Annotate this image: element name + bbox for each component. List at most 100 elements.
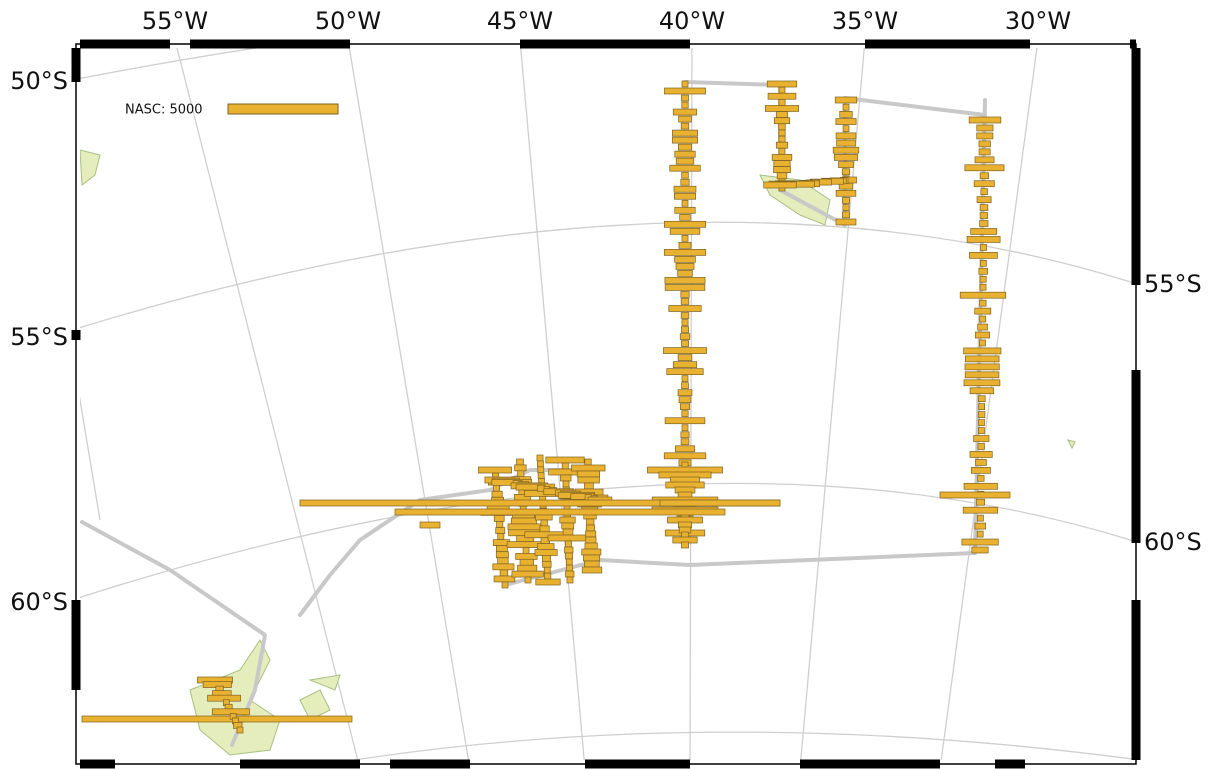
nasc-bar bbox=[841, 168, 851, 176]
nasc-bar bbox=[565, 540, 572, 548]
nasc-bar bbox=[663, 452, 707, 460]
nasc-bar bbox=[515, 553, 538, 560]
nasc-bar bbox=[773, 166, 791, 173]
nasc-bar bbox=[679, 213, 691, 221]
nasc-bar bbox=[978, 419, 985, 426]
parallel bbox=[80, 221, 1132, 329]
nasc-bar bbox=[675, 445, 695, 453]
nasc-bar bbox=[681, 234, 689, 242]
nasc-bar bbox=[585, 524, 595, 532]
meridian bbox=[80, 396, 101, 521]
nasc-bar bbox=[979, 339, 986, 347]
nasc-bar bbox=[961, 538, 999, 546]
lon-label: 45°W bbox=[487, 7, 553, 35]
nasc-bar bbox=[663, 220, 707, 228]
parallel bbox=[80, 482, 1132, 599]
lon-label: 55°W bbox=[142, 7, 208, 35]
nasc-bar bbox=[766, 80, 798, 88]
nasc-bar bbox=[763, 181, 797, 189]
nasc-bar bbox=[524, 576, 532, 584]
nasc-bar bbox=[675, 157, 695, 165]
nasc-bar bbox=[519, 558, 534, 566]
nasc-bar bbox=[659, 499, 781, 507]
nasc-bar bbox=[565, 558, 573, 566]
nasc-bar bbox=[681, 410, 689, 418]
nasc-bar bbox=[974, 522, 986, 530]
nasc-bar bbox=[584, 542, 598, 550]
nasc-bar bbox=[835, 218, 857, 226]
nasc-bar bbox=[974, 307, 992, 315]
nasc-bar bbox=[842, 197, 850, 204]
nasc-bar bbox=[493, 484, 500, 492]
nasc-bar bbox=[679, 333, 691, 340]
nasc-bar bbox=[773, 117, 791, 125]
nasc-bar bbox=[979, 220, 989, 227]
nasc-bar bbox=[668, 305, 702, 312]
nasc-bar bbox=[963, 379, 1001, 387]
nasc-bar bbox=[973, 435, 990, 442]
nasc-bar bbox=[679, 403, 691, 411]
nasc-bar bbox=[542, 555, 551, 562]
lon-label: 35°W bbox=[832, 7, 898, 35]
nasc-bar bbox=[673, 185, 697, 193]
nasc-bar bbox=[836, 139, 856, 147]
nasc-bar bbox=[535, 578, 561, 586]
nasc-bar bbox=[583, 554, 601, 562]
nasc-bar bbox=[979, 299, 987, 307]
nasc-bar bbox=[778, 86, 786, 94]
nasc-bar bbox=[681, 340, 689, 347]
nasc-bar bbox=[584, 482, 594, 490]
nasc-bar bbox=[669, 227, 701, 235]
nasc-bar bbox=[977, 474, 985, 482]
nasc-bar bbox=[517, 564, 538, 572]
nasc-bar bbox=[839, 111, 853, 118]
nasc-bar bbox=[968, 116, 1002, 124]
nasc-bar bbox=[565, 552, 573, 560]
nasc-bar bbox=[773, 160, 791, 167]
nasc-bar bbox=[842, 125, 850, 133]
nasc-bar bbox=[496, 545, 508, 553]
nasc-bar bbox=[675, 263, 695, 270]
land bbox=[80, 149, 1076, 756]
nasc-bar bbox=[677, 389, 693, 397]
nasc-bar bbox=[978, 148, 991, 156]
nasc-bar bbox=[534, 549, 558, 556]
nasc-bar bbox=[495, 527, 506, 534]
nasc-bar bbox=[681, 171, 689, 179]
nasc-bar bbox=[571, 464, 606, 472]
nasc-bar bbox=[674, 256, 696, 263]
meridian bbox=[940, 48, 1038, 760]
track bbox=[683, 80, 987, 227]
nasc-bar bbox=[559, 516, 576, 524]
nasc-bar bbox=[499, 569, 509, 577]
meridian bbox=[520, 48, 585, 760]
nasc-bar bbox=[978, 140, 991, 148]
nasc-bar bbox=[672, 108, 698, 116]
land-patch bbox=[80, 149, 101, 186]
nasc-bar bbox=[835, 132, 857, 140]
nasc-bar bbox=[492, 563, 515, 571]
nasc-bar bbox=[979, 283, 987, 291]
nasc-bar bbox=[537, 466, 545, 474]
nasc-bar bbox=[419, 521, 441, 529]
legend: NASC: 5000 bbox=[125, 103, 339, 118]
nasc-bar bbox=[971, 546, 989, 554]
nasc-bar bbox=[663, 347, 707, 354]
nasc-bar bbox=[497, 557, 509, 565]
nasc-bar bbox=[561, 462, 569, 470]
nasc-bar bbox=[978, 267, 988, 275]
lat-label: 60°S bbox=[1144, 528, 1202, 556]
nasc-bar bbox=[522, 547, 530, 554]
track bbox=[80, 520, 267, 747]
nasc-bar bbox=[517, 470, 525, 478]
nasc-bar bbox=[514, 464, 527, 472]
nasc-bar bbox=[537, 472, 545, 480]
nasc-bar bbox=[674, 206, 696, 214]
nasc-bar bbox=[980, 244, 987, 251]
graticule bbox=[80, 48, 1132, 760]
nasc-bar bbox=[681, 80, 689, 88]
nasc-bar bbox=[977, 395, 986, 403]
nasc-bar bbox=[963, 347, 1002, 355]
nasc-bar bbox=[564, 546, 574, 554]
